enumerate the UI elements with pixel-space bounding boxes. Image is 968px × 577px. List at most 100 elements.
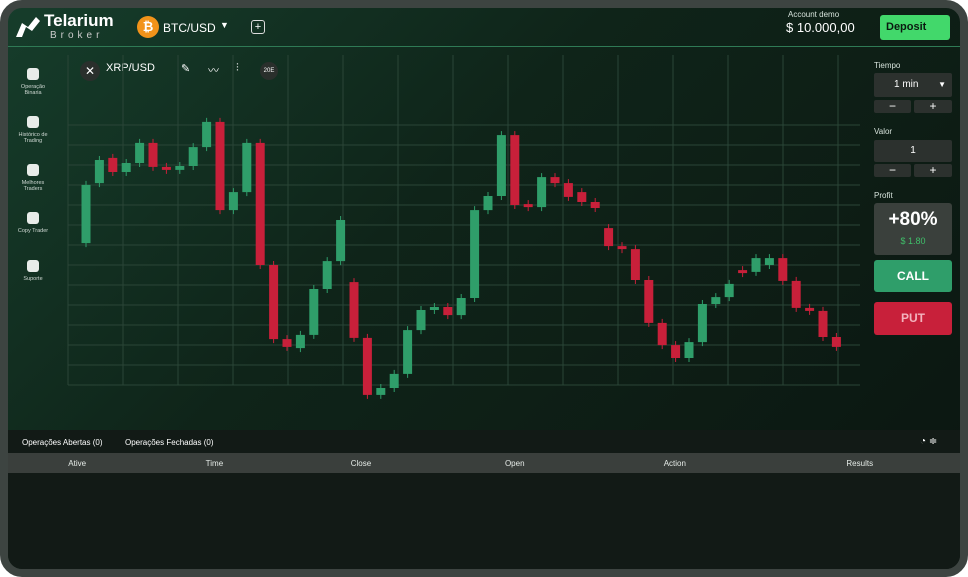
- sidebar-icon: [27, 164, 39, 176]
- sidebar-icon: [27, 260, 39, 272]
- candle-body: [403, 330, 413, 374]
- candle-body: [751, 258, 761, 272]
- time-plus[interactable]: +: [914, 100, 952, 113]
- candle-body: [376, 388, 386, 395]
- candle-body: [228, 192, 238, 211]
- candle-body: [295, 334, 305, 349]
- candle-body: [483, 196, 493, 211]
- amount-minus[interactable]: −: [874, 164, 911, 177]
- indicator-button[interactable]: 20E: [260, 62, 278, 80]
- candle-body: [523, 204, 533, 208]
- panel-icons[interactable]: ◔ ≑: [920, 436, 938, 447]
- time-value[interactable]: 1 min: [894, 79, 919, 90]
- sidebar-label: Histórico de Trading: [18, 132, 48, 144]
- candle-body: [202, 121, 212, 148]
- open-trades-tab[interactable]: Operações Abertas (0): [22, 438, 103, 447]
- candle-body: [563, 183, 573, 197]
- candle-body: [805, 307, 815, 311]
- amount-input[interactable]: 1: [874, 140, 952, 162]
- candle-body: [604, 228, 614, 247]
- asset-icon: ✕: [80, 61, 100, 81]
- candle-body: [470, 210, 480, 298]
- sidebar-item[interactable]: Copy Trader: [12, 212, 54, 234]
- closed-trades-tab[interactable]: Operações Fechadas (0): [125, 438, 214, 447]
- sidebar-label: Copy Trader: [17, 228, 49, 234]
- chart-type-tool[interactable]: 〰: [208, 65, 219, 77]
- candle-body: [215, 121, 225, 211]
- candle-body: [161, 166, 171, 170]
- column-header: Results: [846, 458, 874, 468]
- deposit-label[interactable]: Deposit: [886, 21, 927, 33]
- candle-body: [188, 147, 198, 166]
- candle-body: [94, 160, 104, 184]
- candle-body: [108, 157, 118, 172]
- candle-body: [644, 280, 654, 323]
- asset-selector[interactable]: XRP/USD: [106, 62, 155, 74]
- dropdown-arrow[interactable]: ▼: [220, 20, 229, 30]
- time-select[interactable]: 1 min ▼: [874, 73, 952, 97]
- candle-body: [429, 307, 439, 310]
- column-header: Ative: [68, 458, 87, 468]
- sidebar-label: Suporte: [23, 276, 43, 282]
- sidebar-icon: [27, 116, 39, 128]
- sidebar-item[interactable]: Operação Binaria: [12, 68, 54, 96]
- candle-chart: [67, 55, 860, 399]
- trades-panel: Operações Abertas (0) Operações Fechadas…: [8, 430, 960, 569]
- profit-percent: +80%: [888, 209, 938, 230]
- logo-subtitle: Broker: [50, 30, 104, 41]
- candle-body: [510, 135, 520, 205]
- deposit-button[interactable]: Deposit: [880, 15, 950, 40]
- candle-body: [496, 135, 506, 196]
- candle-body: [764, 258, 774, 265]
- sidebar-icon: [27, 212, 39, 224]
- balance: $ 10.000,00: [786, 20, 855, 35]
- btc-icon: ₿: [137, 16, 159, 38]
- candle-body: [269, 265, 279, 340]
- time-minus[interactable]: −: [874, 100, 911, 113]
- candle-body: [617, 246, 627, 250]
- candle-body: [818, 310, 828, 337]
- sidebar-item[interactable]: Suporte: [12, 260, 54, 282]
- sidebar-item[interactable]: Melhores Traders: [12, 164, 54, 192]
- column-header: Action: [663, 458, 686, 468]
- candle-body: [282, 339, 292, 347]
- amount-plus[interactable]: +: [914, 164, 952, 177]
- put-button[interactable]: PUT: [874, 302, 952, 335]
- logo-icon: [16, 17, 40, 37]
- candle-body: [778, 258, 788, 281]
- candle-body: [590, 202, 600, 208]
- candle-body: [671, 345, 681, 358]
- pair-selector[interactable]: BTC/USD: [163, 21, 216, 35]
- candle-body: [791, 280, 801, 308]
- candle-body: [416, 310, 426, 331]
- account-label: Account demo: [788, 10, 840, 19]
- candle-body: [577, 192, 587, 202]
- column-header: Close: [350, 458, 372, 468]
- call-button[interactable]: CALL: [874, 260, 952, 292]
- profit-box: +80% $ 1.80: [874, 203, 952, 255]
- candle-body: [81, 184, 91, 244]
- candle-body: [684, 342, 694, 358]
- candle-body: [242, 142, 252, 193]
- candle-body: [550, 177, 560, 184]
- candle-body: [831, 337, 841, 347]
- add-tab[interactable]: +: [251, 20, 265, 34]
- draw-tool[interactable]: ✎: [181, 63, 191, 75]
- column-header: Time: [205, 458, 224, 468]
- candle-tool[interactable]: ⫶: [236, 62, 239, 74]
- amount-label: Valor: [874, 127, 893, 136]
- sidebar-item[interactable]: Histórico de Trading: [12, 116, 54, 144]
- profit-amount: $ 1.80: [900, 236, 926, 246]
- candle-body: [711, 297, 721, 304]
- candle-body: [175, 166, 185, 170]
- sidebar-label: Operação Binaria: [20, 84, 46, 96]
- candle-body: [443, 307, 453, 316]
- candle-body: [456, 298, 466, 316]
- candle-body: [738, 270, 748, 274]
- candle-body: [362, 337, 372, 395]
- candle-body: [724, 283, 734, 298]
- candle-body: [630, 249, 640, 280]
- candle-body: [322, 261, 332, 289]
- candle-body: [697, 304, 707, 343]
